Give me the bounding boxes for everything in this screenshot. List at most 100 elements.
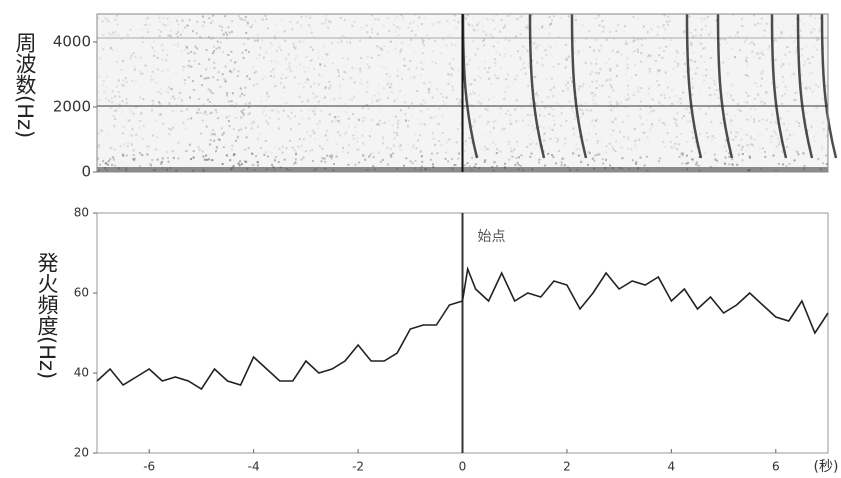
noise: [552, 119, 555, 122]
noise: [256, 138, 259, 141]
noise: [675, 50, 678, 53]
noise: [581, 109, 584, 112]
noise: [640, 38, 643, 41]
noise: [710, 120, 713, 123]
noise: [98, 144, 101, 147]
noise: [671, 102, 674, 105]
noise: [539, 114, 542, 117]
noise: [431, 96, 434, 99]
noise: [422, 111, 424, 113]
noise: [519, 33, 522, 36]
noise: [216, 40, 219, 43]
noise: [488, 98, 491, 101]
noise: [97, 90, 100, 93]
noise: [405, 119, 408, 122]
noise: [366, 63, 369, 66]
noise: [306, 131, 309, 134]
noise: [381, 142, 384, 145]
noise: [311, 149, 314, 152]
spectrogram-texture: [97, 13, 838, 172]
noise: [650, 110, 653, 113]
noise: [132, 52, 135, 55]
noise: [188, 60, 191, 63]
noise: [564, 84, 567, 87]
noise: [368, 66, 371, 69]
noise: [809, 87, 812, 90]
noise: [166, 156, 169, 159]
noise: [822, 97, 825, 100]
noise: [567, 87, 570, 90]
noise: [142, 138, 145, 141]
noise: [179, 92, 182, 95]
noise: [245, 32, 248, 35]
noise: [265, 120, 268, 123]
noise: [612, 89, 615, 92]
noise: [758, 57, 761, 60]
noise: [555, 42, 558, 45]
noise: [513, 39, 516, 42]
noise: [362, 120, 365, 123]
noise: [260, 100, 263, 103]
noise: [672, 81, 674, 83]
noise: [611, 120, 614, 123]
noise: [571, 109, 574, 112]
noise: [307, 98, 310, 101]
noise: [312, 129, 315, 132]
noise: [256, 38, 259, 41]
noise: [639, 100, 642, 103]
noise: [252, 121, 255, 124]
noise: [286, 75, 289, 78]
noise: [109, 146, 112, 149]
noise: [510, 122, 513, 125]
noise: [488, 50, 490, 52]
noise: [759, 22, 762, 25]
noise: [394, 47, 397, 50]
noise: [470, 83, 473, 86]
noise: [343, 103, 346, 106]
noise: [737, 102, 740, 105]
noise: [505, 78, 508, 81]
noise: [267, 155, 270, 158]
noise: [512, 82, 515, 85]
noise: [690, 41, 693, 44]
noise: [495, 152, 498, 155]
noise: [246, 75, 249, 78]
noise: [97, 157, 100, 160]
noise: [446, 19, 449, 22]
noise: [590, 109, 593, 112]
noise: [795, 49, 798, 52]
noise: [749, 115, 752, 118]
noise: [498, 113, 501, 116]
noise: [545, 24, 547, 26]
noise: [799, 29, 802, 32]
noise: [668, 97, 671, 100]
noise: [376, 91, 379, 94]
noise: [160, 161, 163, 164]
noise: [203, 77, 206, 80]
noise: [662, 141, 665, 144]
noise: [703, 18, 706, 21]
noise: [765, 128, 768, 131]
noise: [256, 161, 259, 164]
noise: [610, 103, 613, 106]
noise: [224, 15, 227, 18]
noise: [97, 16, 100, 19]
noise: [258, 53, 261, 56]
noise: [302, 138, 305, 141]
noise: [582, 48, 585, 51]
noise: [721, 24, 723, 26]
noise: [158, 17, 161, 20]
noise: [351, 24, 354, 27]
noise: [498, 30, 501, 33]
noise: [265, 18, 268, 21]
noise: [427, 89, 430, 92]
noise: [396, 98, 399, 101]
noise: [271, 109, 274, 112]
noise: [135, 125, 137, 127]
noise: [359, 81, 362, 84]
noise: [201, 119, 204, 122]
noise: [751, 50, 754, 53]
noise: [700, 42, 703, 45]
noise: [429, 158, 432, 161]
noise: [347, 57, 350, 60]
